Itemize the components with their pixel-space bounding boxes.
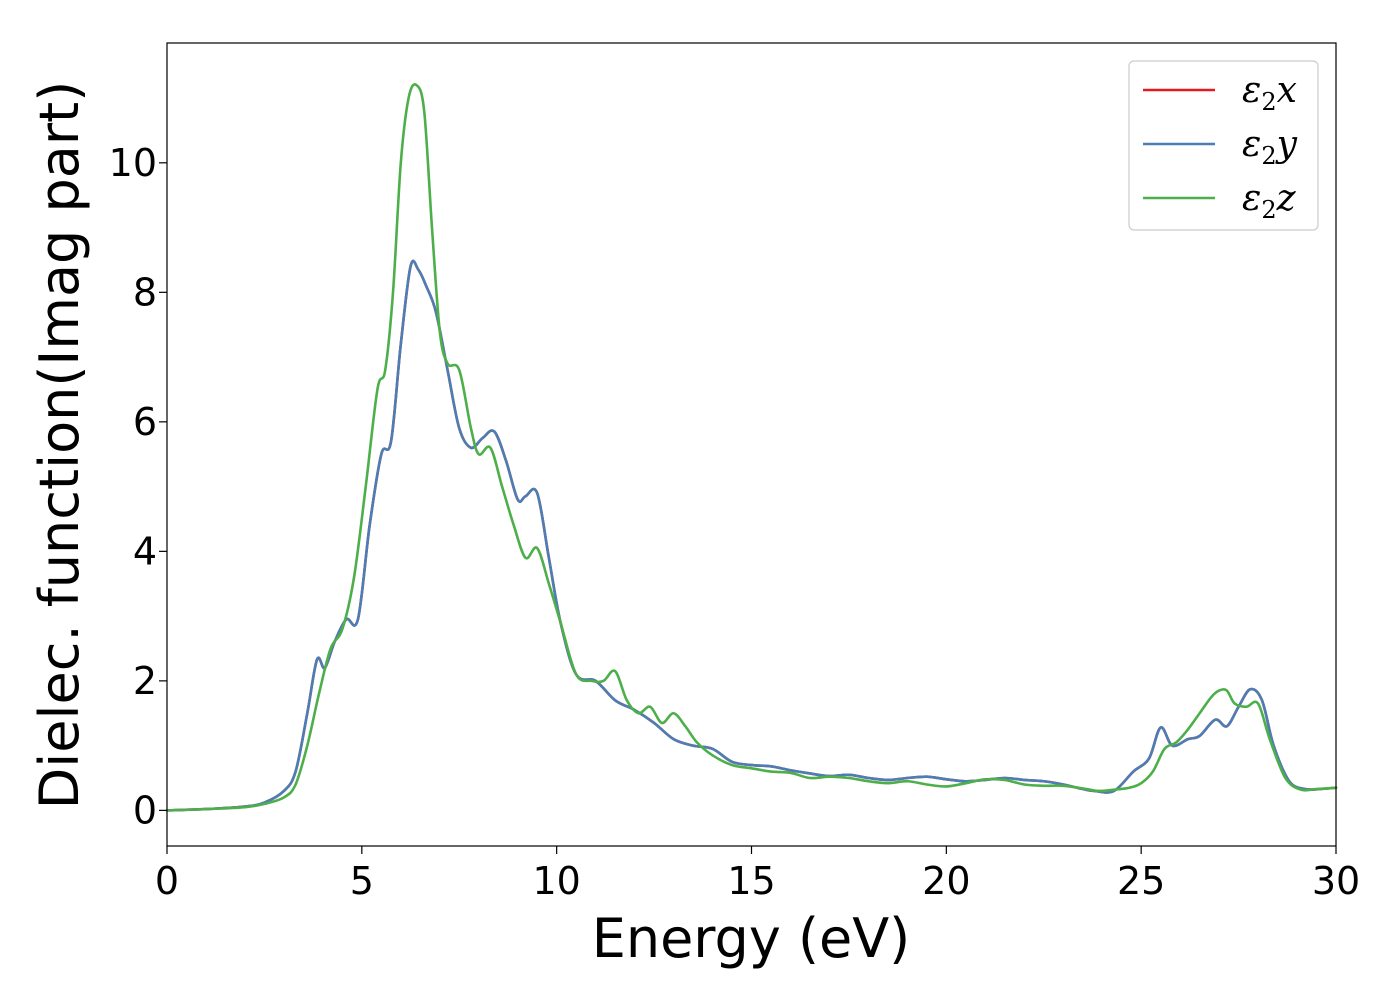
x-tick-label: 10 bbox=[532, 859, 580, 903]
x-tick-label: 30 bbox=[1312, 859, 1360, 903]
x-tick-label: 0 bbox=[155, 859, 179, 903]
legend-box bbox=[1128, 60, 1319, 231]
y-tick-label: 2 bbox=[133, 659, 157, 703]
x-axis: 0 5 10 15 20 25 30 bbox=[155, 846, 1360, 903]
y-axis: 0 2 4 6 8 10 bbox=[109, 141, 167, 832]
legend-entry: ε2x bbox=[1242, 70, 1297, 116]
y-tick-label: 6 bbox=[133, 400, 157, 444]
plot-lines bbox=[165, 83, 1338, 812]
series-line-1 bbox=[165, 259, 1338, 812]
y-tick-label: 8 bbox=[133, 270, 157, 314]
x-axis-title: Energy (eV) bbox=[592, 907, 911, 970]
legend-entry: ε2y bbox=[1242, 124, 1298, 170]
y-axis-title: Dielec. function(Imag part) bbox=[28, 81, 91, 810]
y-tick-label: 4 bbox=[133, 529, 157, 573]
x-tick-label: 25 bbox=[1117, 859, 1165, 903]
x-tick-label: 5 bbox=[350, 859, 374, 903]
x-tick-label: 15 bbox=[727, 859, 775, 903]
y-tick-label: 10 bbox=[109, 141, 157, 185]
legend: ε2x ε2y ε2z bbox=[1128, 60, 1319, 231]
series-line-2 bbox=[165, 83, 1338, 812]
y-tick-label: 0 bbox=[133, 788, 157, 832]
legend-entry: ε2z bbox=[1242, 178, 1297, 224]
x-tick-label: 20 bbox=[922, 859, 970, 903]
